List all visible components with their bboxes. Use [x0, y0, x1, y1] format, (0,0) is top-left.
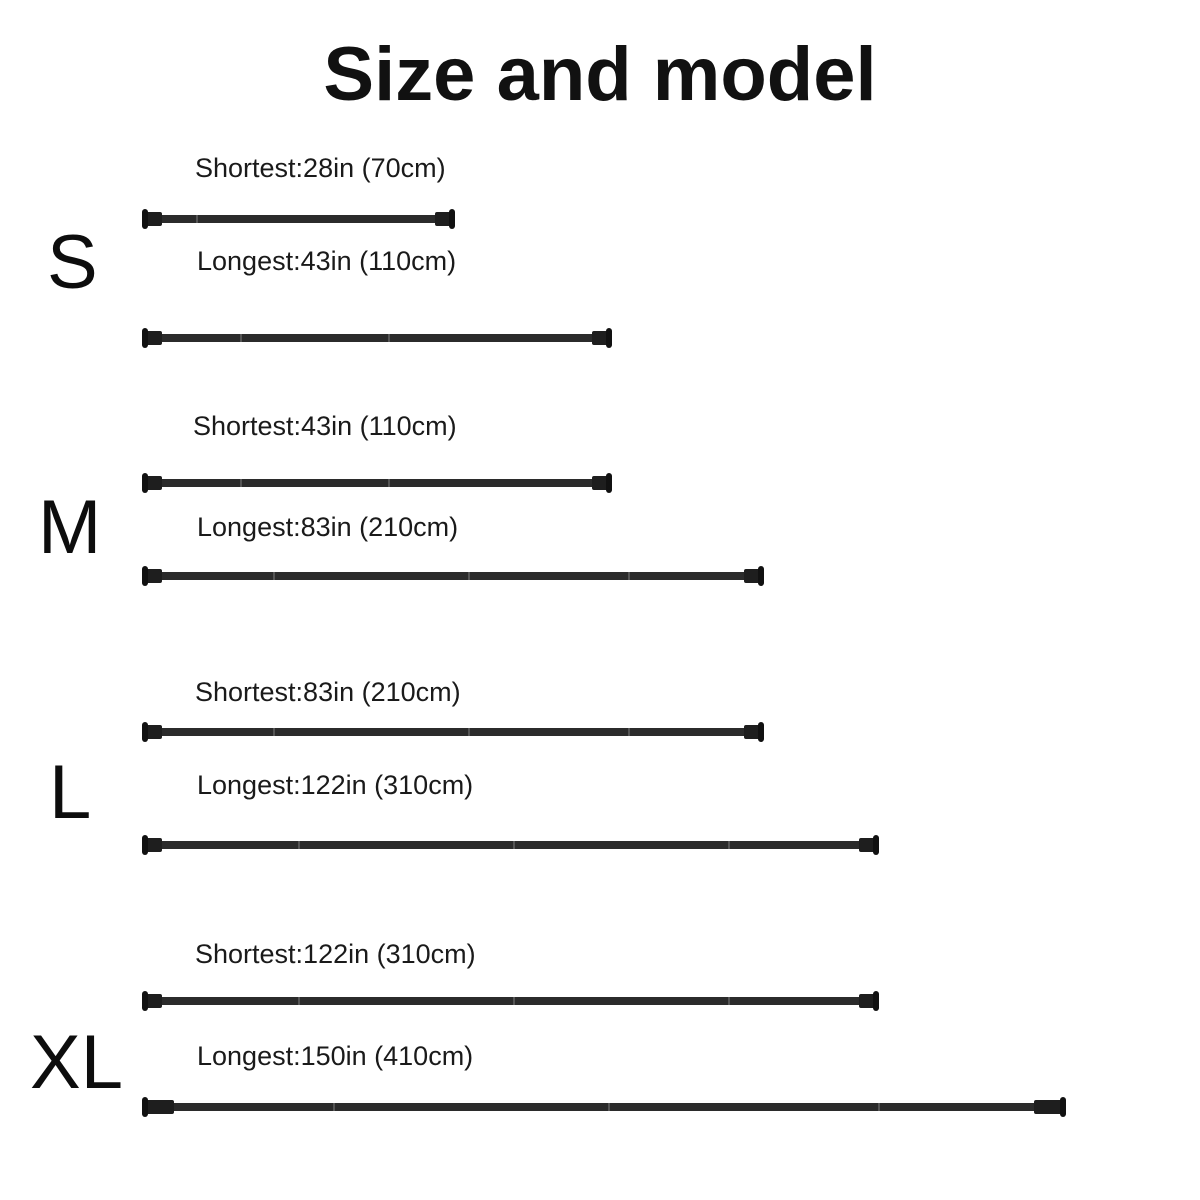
l-shortest-rod-icon	[142, 722, 764, 742]
l-shortest-label: Shortest:83in (210cm)	[195, 677, 461, 707]
s-shortest-rod-icon	[142, 209, 455, 229]
s-longest-rod-icon	[142, 328, 612, 348]
xl-longest-rod-icon	[142, 1097, 1066, 1117]
m-longest-rod-icon	[142, 566, 764, 586]
size-letter-xl: XL	[30, 1020, 123, 1105]
m-shortest-label: Shortest:43in (110cm)	[193, 411, 457, 441]
size-letter-m: M	[38, 485, 102, 570]
page-title: Size and model	[323, 32, 877, 117]
xl-longest-label: Longest:150in (410cm)	[197, 1041, 474, 1071]
l-longest-rod-icon	[142, 835, 879, 855]
size-letter-s: S	[47, 220, 98, 305]
xl-shortest-rod-icon	[142, 991, 879, 1011]
m-shortest-rod-icon	[142, 473, 612, 493]
xl-shortest-label: Shortest:122in (310cm)	[195, 939, 476, 969]
m-longest-label: Longest:83in (210cm)	[197, 512, 459, 542]
s-longest-label: Longest:43in (110cm)	[197, 246, 457, 276]
size-letter-l: L	[49, 750, 92, 835]
l-longest-label: Longest:122in (310cm)	[197, 770, 474, 800]
s-shortest-label: Shortest:28in (70cm)	[195, 153, 446, 183]
